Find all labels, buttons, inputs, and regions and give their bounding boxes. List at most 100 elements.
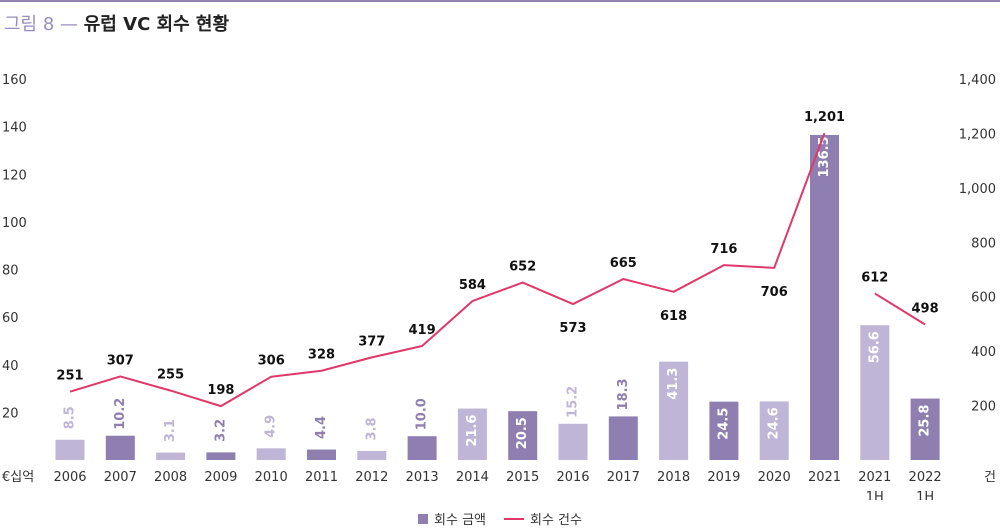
bar (659, 361, 689, 460)
left-tick-label: 60 (2, 311, 19, 326)
count-value-label: 498 (912, 301, 939, 316)
count-value-label: 377 (358, 334, 385, 349)
x-tick-label: 2006 (53, 470, 86, 485)
bar-value-label: 24.6 (767, 407, 782, 439)
legend-item-amount: 회수 금액 (418, 509, 486, 528)
count-value-label: 584 (459, 278, 486, 293)
right-tick-label: 200 (971, 400, 996, 415)
left-tick-label: 140 (2, 121, 27, 136)
x-tick-label: 2018 (657, 470, 690, 485)
bar (759, 401, 789, 460)
x-tick-label: 2013 (406, 470, 439, 485)
count-line-segment (874, 292, 926, 326)
bar-value-label: 3.8 (364, 417, 379, 440)
right-tick-label: 1,400 (959, 73, 996, 88)
bar (156, 452, 186, 460)
bar (55, 439, 85, 460)
count-value-label: 706 (761, 285, 788, 300)
legend: 회수 금액 회수 건수 (0, 509, 1000, 528)
left-tick-label: 20 (2, 406, 19, 421)
bar-value-label: 136.5 (817, 136, 832, 177)
x-tick-label: 2020 (758, 470, 791, 485)
bar-value-label: 8.5 (63, 406, 78, 429)
count-line-segment (69, 132, 826, 408)
left-tick-label: 40 (2, 359, 19, 374)
legend-label-count: 회수 건수 (530, 513, 582, 528)
legend-label-amount: 회수 금액 (434, 513, 486, 528)
legend-swatch-bar (418, 513, 429, 524)
x-tick-label: 2022 (909, 470, 942, 485)
bar (407, 436, 437, 460)
right-tick-label: 400 (971, 345, 996, 360)
count-value-label: 328 (308, 348, 335, 363)
right-tick-label: 1,200 (959, 127, 996, 142)
count-value-label: 251 (56, 369, 83, 384)
bar (508, 411, 538, 460)
bar (457, 408, 487, 460)
bar (810, 134, 839, 460)
left-tick-label: 100 (2, 216, 27, 231)
count-value-label: 573 (559, 321, 586, 336)
left-tick-label: 80 (2, 264, 19, 279)
bar-value-label: 3.2 (213, 419, 228, 442)
count-value-label: 618 (660, 309, 687, 324)
x-tick-label: 2021 (858, 470, 891, 485)
x-tick-label: 2021 (808, 470, 841, 485)
right-tick-label: 600 (971, 291, 996, 306)
bar (860, 325, 890, 460)
bar (608, 416, 638, 460)
bar-value-label: 25.8 (918, 405, 933, 437)
x-tick-label: 2009 (204, 470, 237, 485)
bar (357, 450, 387, 460)
count-value-label: 716 (710, 242, 737, 257)
bar-value-label: 18.3 (616, 378, 631, 410)
count-value-label: 419 (409, 323, 436, 338)
count-value-label: 652 (509, 260, 536, 275)
bar (709, 401, 739, 460)
x-tick-label: 1H (916, 490, 934, 500)
count-value-label: 255 (157, 368, 184, 383)
bar-value-label: 4.9 (264, 415, 279, 438)
bar-value-label: 10.2 (113, 398, 128, 430)
left-axis-unit: €십억 (2, 470, 34, 485)
x-tick-label: 2012 (355, 470, 388, 485)
right-axis-unit: 건 (984, 470, 996, 485)
bar-value-label: 4.4 (314, 416, 329, 439)
x-tick-label: 2017 (607, 470, 640, 485)
top-rule (0, 0, 1000, 2)
bar (910, 398, 940, 460)
x-tick-label: 2007 (104, 470, 137, 485)
x-tick-label: 2011 (305, 470, 338, 485)
right-tick-label: 800 (971, 236, 996, 251)
count-value-label: 612 (861, 270, 888, 285)
count-value-label: 306 (258, 354, 285, 369)
count-value-label: 665 (610, 256, 637, 271)
bar (105, 435, 135, 460)
bar-value-label: 24.5 (716, 408, 731, 440)
x-tick-label: 1H (866, 490, 884, 500)
bar (206, 452, 236, 460)
figure-number: 그림 8 — (4, 14, 79, 35)
bar-value-label: 41.3 (666, 368, 681, 400)
x-tick-label: 2016 (556, 470, 589, 485)
bar (307, 449, 336, 460)
count-value-label: 198 (207, 383, 234, 398)
legend-swatch-line (504, 517, 524, 520)
bar-value-label: 56.6 (867, 331, 882, 363)
bar (256, 448, 286, 460)
x-tick-label: 2010 (255, 470, 288, 485)
x-tick-label: 2019 (707, 470, 740, 485)
figure-title: 그림 8 — 유럽 VC 회수 현황 (4, 10, 229, 36)
left-tick-label: 160 (2, 73, 27, 88)
figure-title-text: 유럽 VC 회수 현황 (83, 14, 230, 35)
left-tick-label: 120 (2, 168, 27, 183)
x-tick-label: 2015 (506, 470, 539, 485)
combo-chart: 20 40 60 80 100 120 140 160 €십억 200 400 600 800 1,000… (2, 73, 996, 500)
bar-value-label: 10.0 (415, 398, 430, 430)
count-value-label: 1,201 (804, 110, 845, 125)
bar-value-label: 21.6 (465, 415, 480, 447)
bar-value-label: 15.2 (566, 386, 581, 418)
count-value-label: 307 (107, 353, 134, 368)
legend-item-count: 회수 건수 (504, 509, 582, 528)
bar-value-label: 3.1 (163, 419, 178, 442)
